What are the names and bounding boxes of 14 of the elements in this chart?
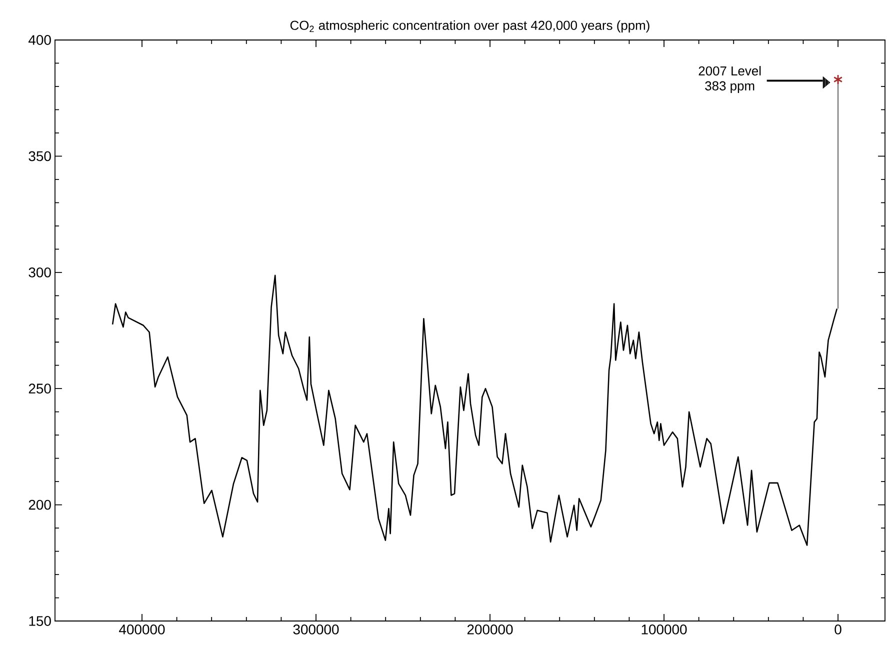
- x-tick-label: 200000: [467, 624, 513, 634]
- chart-title: CO$_{2}$ atmospheric concentration over past 420,000 years (ppm): [290, 20, 650, 32]
- y-tick-label: 150: [29, 616, 51, 626]
- y-tick-label: 300: [28, 267, 51, 278]
- y-tick-label: 250: [28, 384, 51, 394]
- x-tick-label: 300000: [293, 624, 339, 634]
- x-tick-label: 100000: [642, 624, 687, 634]
- annotation: 2007 Level 383 ppm: [698, 66, 761, 94]
- line-series: [112, 274, 838, 546]
- y-tick-label: 350: [28, 151, 51, 162]
- y-tick-label: 400: [28, 35, 51, 45]
- x-tick-label: 400000: [119, 624, 165, 634]
- x-tick-label: 0: [834, 624, 842, 634]
- y-tick-label: 200: [28, 500, 51, 510]
